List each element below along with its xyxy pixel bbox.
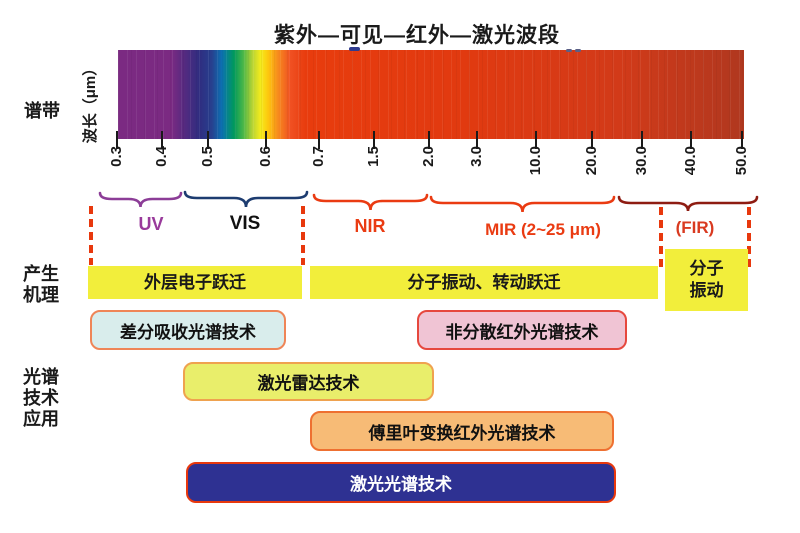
axis-tick-label: 0.4 xyxy=(153,146,170,167)
application-bar: 激光雷达技术 xyxy=(183,362,434,401)
uv-brace xyxy=(98,191,183,208)
axis-tick xyxy=(741,131,743,149)
axis-tick xyxy=(265,131,267,149)
spectrum-bar xyxy=(118,50,744,139)
axis-tick xyxy=(116,131,118,149)
mechanism-bar: 分子振动、转动跃迁 xyxy=(310,266,658,299)
application-bar: 差分吸收光谱技术 xyxy=(90,310,286,350)
mechanism-bar: 外层电子跃迁 xyxy=(88,266,302,299)
stray-mark xyxy=(575,49,581,52)
mechanism-bar-label: 外层电子跃迁 xyxy=(144,272,246,292)
dashed-separator xyxy=(301,206,305,265)
application-row-label: 光谱技术应用 xyxy=(23,367,59,429)
stray-mark xyxy=(349,47,360,51)
mir-band-label: MIR (2~25 μm) xyxy=(485,220,601,239)
axis-tick xyxy=(318,131,320,149)
axis-tick-label: 20.0 xyxy=(583,146,600,176)
axis-tick-label: 50.0 xyxy=(733,146,750,176)
axis-tick xyxy=(535,131,537,149)
application-bar-label: 非分散红外光谱技术 xyxy=(445,322,599,342)
axis-tick-label: 1.5 xyxy=(365,146,382,167)
axis-tick xyxy=(428,131,430,149)
mechanism-bar: 分子振动 xyxy=(665,249,748,311)
axis-tick-label: 0.7 xyxy=(310,146,327,167)
application-bar: 傅里叶变换红外光谱技术 xyxy=(310,411,614,451)
application-bar: 激光光谱技术 xyxy=(186,462,616,503)
axis-tick xyxy=(207,131,209,149)
axis-tick-label: 30.0 xyxy=(633,146,650,176)
axis-tick-label: 0.5 xyxy=(199,146,216,167)
axis-tick xyxy=(373,131,375,149)
application-bar-label: 差分吸收光谱技术 xyxy=(120,322,256,342)
application-bar: 非分散红外光谱技术 xyxy=(417,310,627,350)
axis-tick xyxy=(641,131,643,149)
application-bar-label: 激光光谱技术 xyxy=(350,475,452,494)
axis-tick-label: 2.0 xyxy=(420,146,437,167)
nir-brace xyxy=(312,193,429,211)
dashed-separator xyxy=(659,207,663,268)
vis-band-label: VIS xyxy=(229,213,261,234)
wavelength-axis-label: 波长（μm） xyxy=(82,60,99,144)
mechanism-bar-label: 分子振动、转动跃迁 xyxy=(407,272,561,292)
fir-band-label: (FIR) xyxy=(675,218,715,237)
axis-tick-label: 3.0 xyxy=(468,146,485,167)
application-bar-label: 傅里叶变换红外光谱技术 xyxy=(368,423,556,443)
band-row-label: 谱带 xyxy=(24,101,60,121)
axis-tick xyxy=(161,131,163,149)
axis-tick xyxy=(591,131,593,149)
uv-band-label: UV xyxy=(138,214,164,234)
application-bar-label: 激光雷达技术 xyxy=(257,374,360,393)
page-title: 紫外—可见—红外—激光波段 xyxy=(274,24,560,47)
mechanism-bar-label: 分子振动 xyxy=(689,259,724,300)
axis-tick xyxy=(690,131,692,149)
dashed-separator xyxy=(747,207,751,268)
stray-mark xyxy=(566,49,572,52)
dashed-separator xyxy=(89,206,93,265)
axis-tick-label: 0.3 xyxy=(108,146,125,167)
axis-tick-label: 40.0 xyxy=(682,146,699,176)
vis-brace xyxy=(183,190,309,208)
mechanism-row-label: 产生机理 xyxy=(23,264,59,305)
nir-band-label: NIR xyxy=(354,216,386,236)
axis-tick-label: 10.0 xyxy=(527,146,544,176)
axis-tick xyxy=(476,131,478,149)
fir-brace xyxy=(617,195,759,212)
axis-tick-label: 0.6 xyxy=(257,146,274,167)
spectrum-stripes xyxy=(118,50,744,139)
mir-brace xyxy=(429,195,616,213)
